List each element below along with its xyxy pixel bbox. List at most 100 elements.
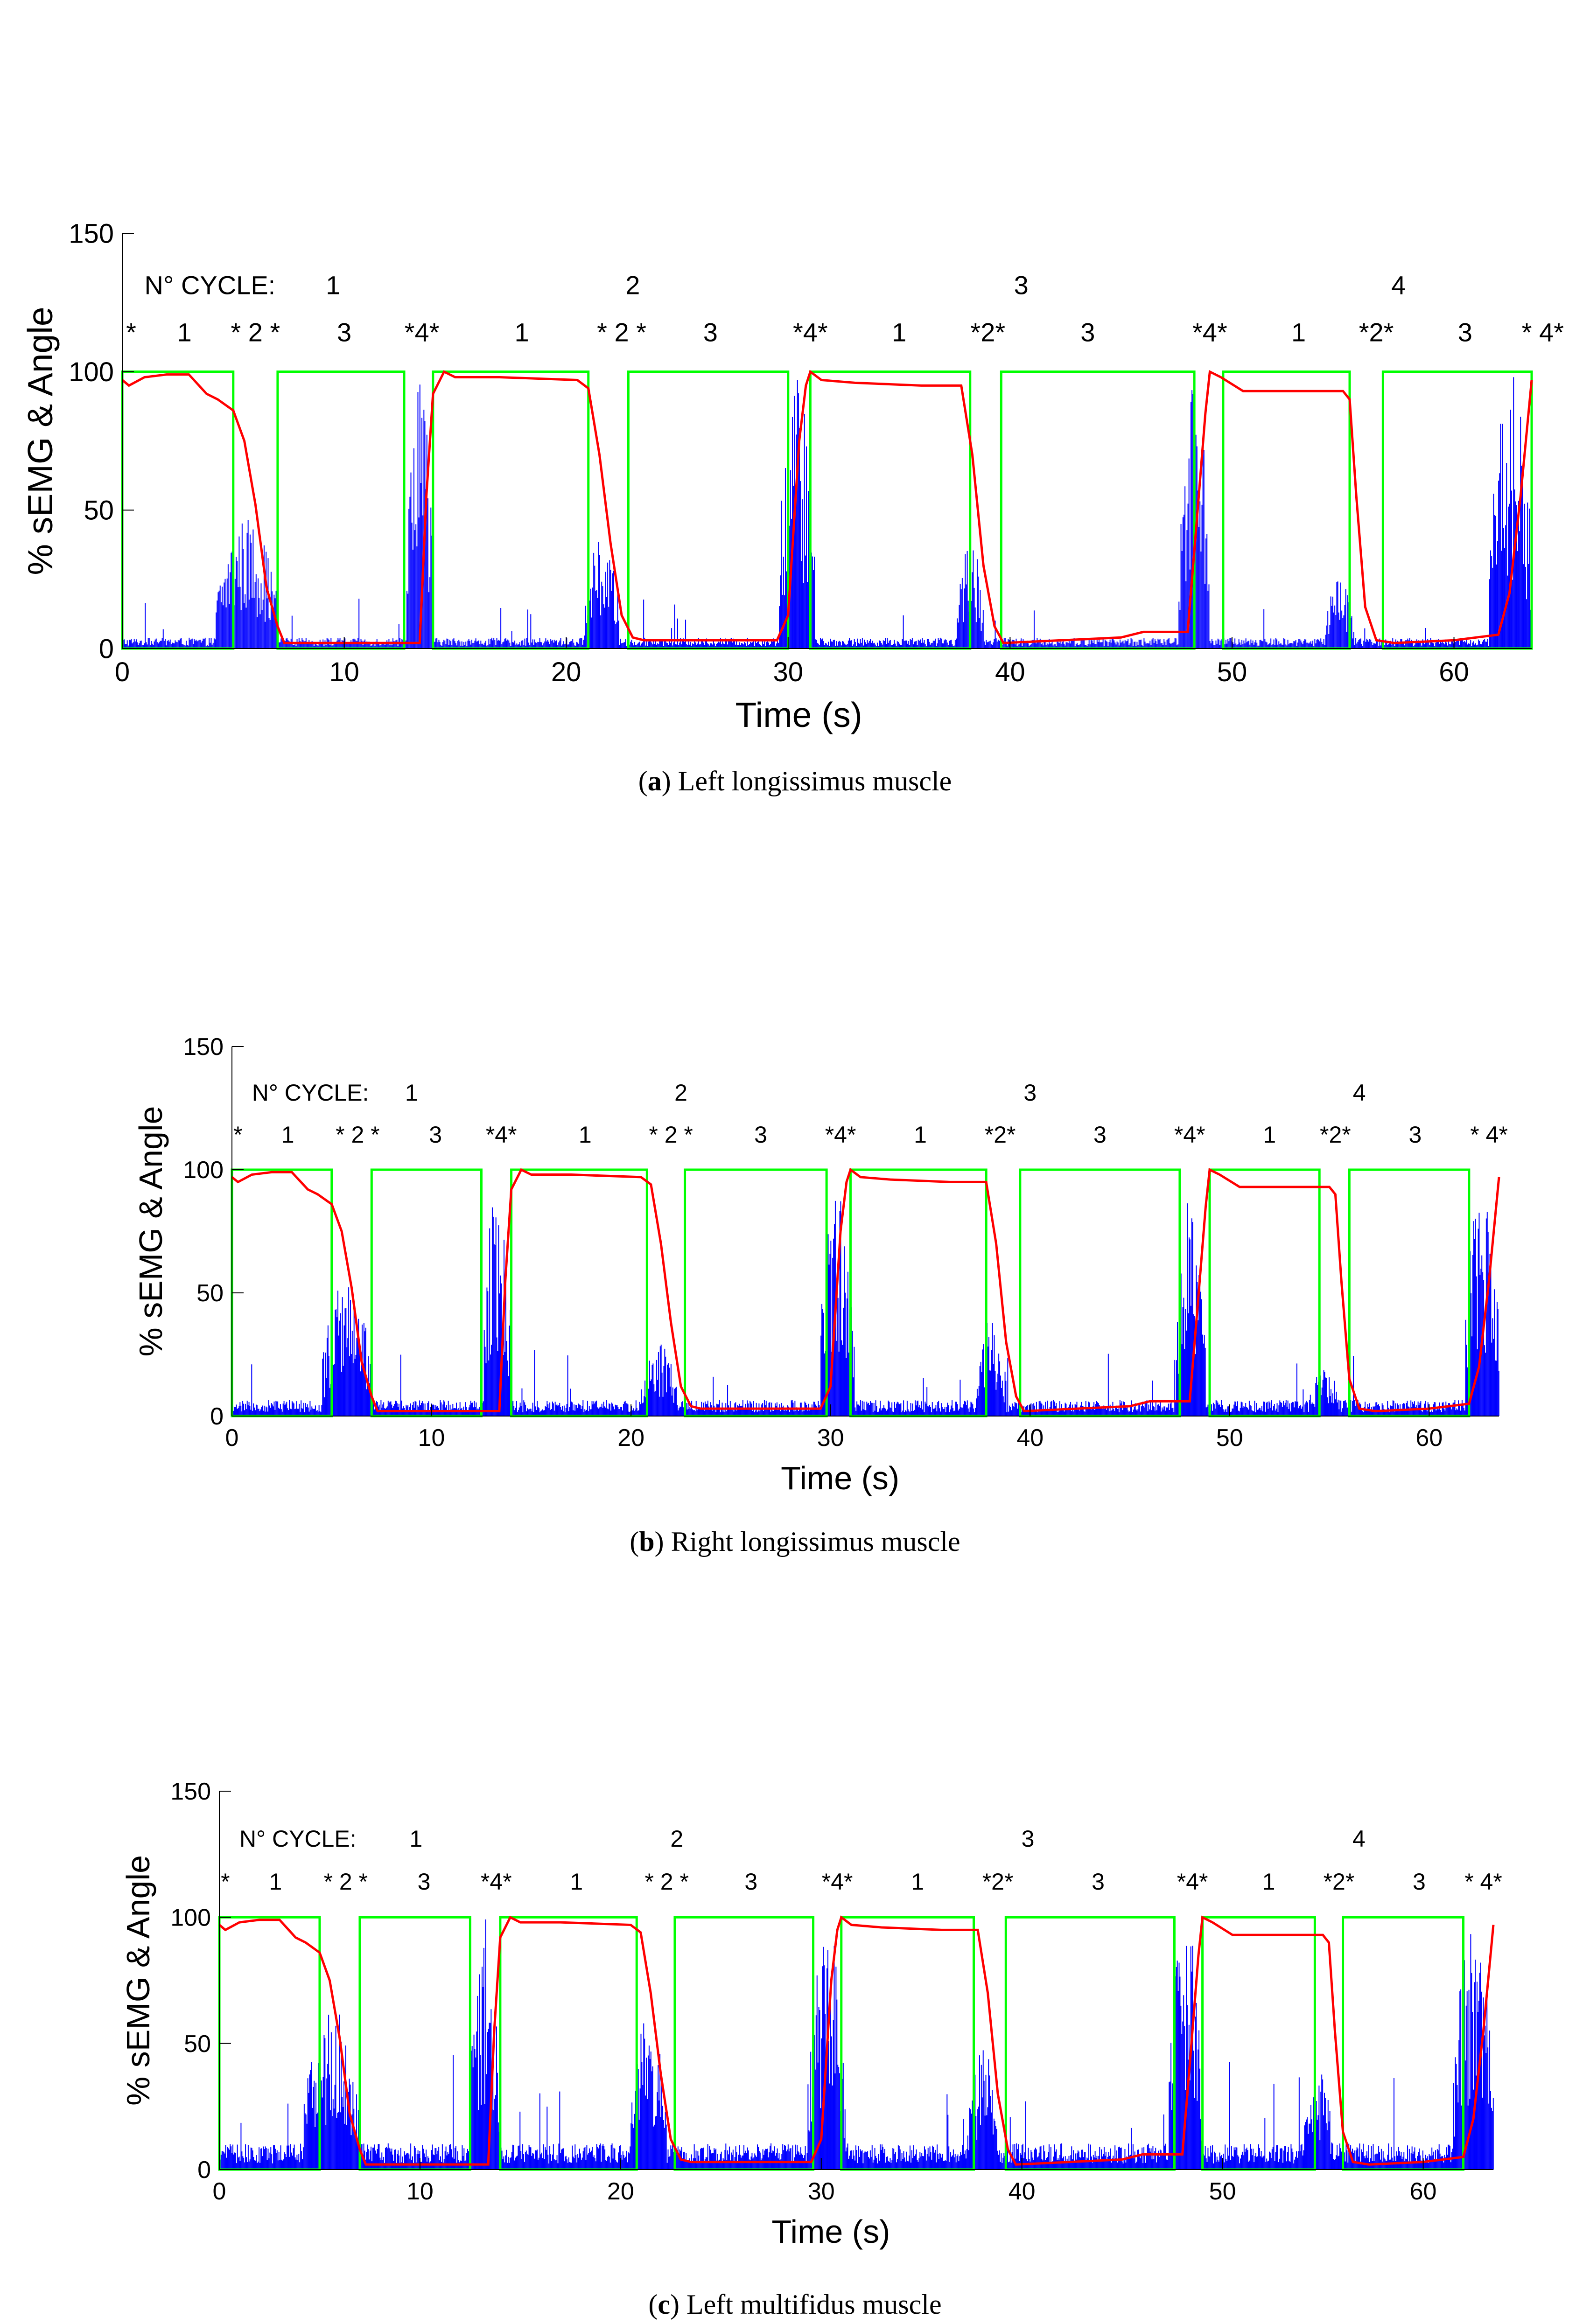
angle-line bbox=[121, 370, 1533, 644]
phase-label: *4* bbox=[1174, 1122, 1205, 1148]
x-axis-label: Time (s) bbox=[781, 1460, 899, 1496]
phase-window-6 bbox=[1019, 1168, 1181, 1417]
y-axis-label: % sEMG & Angle bbox=[21, 307, 60, 575]
phase-label: *4* bbox=[793, 317, 828, 347]
caption-tag-b: b bbox=[639, 1526, 655, 1557]
x-axis-label: Time (s) bbox=[771, 2213, 890, 2250]
phase-window-5 bbox=[849, 1168, 988, 1417]
x-tick-label: 20 bbox=[551, 657, 581, 687]
phase-window-4 bbox=[627, 370, 790, 650]
x-tick-label: 10 bbox=[329, 657, 359, 687]
phase-window-4 bbox=[673, 1916, 815, 2171]
caption-text-a: Left longissimus muscle bbox=[678, 766, 952, 796]
phase-label: * 2 * bbox=[597, 317, 646, 347]
angle-line bbox=[218, 1915, 1495, 2166]
x-tick-label: 40 bbox=[995, 657, 1025, 687]
x-tick-label: 0 bbox=[213, 2178, 226, 2205]
phase-label: * 2 * bbox=[336, 1122, 380, 1148]
y-tick-label: 150 bbox=[183, 1033, 224, 1061]
x-tick-label: 30 bbox=[773, 657, 804, 687]
phase-label: 3 bbox=[1080, 317, 1095, 347]
x-tick-label: 60 bbox=[1410, 2178, 1437, 2205]
semg-series bbox=[219, 1919, 1494, 2170]
phase-label: *4* bbox=[1192, 317, 1227, 347]
phase-label: 3 bbox=[337, 317, 351, 347]
cycle-number-4: 4 bbox=[1391, 271, 1406, 300]
phase-label: * 2 * bbox=[324, 1869, 368, 1895]
cycle-number-2: 2 bbox=[674, 1080, 687, 1106]
cycle-number-4: 4 bbox=[1352, 1826, 1366, 1852]
phase-label: * 2 * bbox=[644, 1869, 689, 1895]
phase-window-7 bbox=[1208, 1168, 1321, 1417]
caption-b: (b) Right longissimus muscle bbox=[630, 1526, 960, 1557]
phase-label: 3 bbox=[429, 1122, 442, 1148]
chart-c: 0 10 20 30 40 50 60 0 50 100 150 Time (s) % sEMG & A… bbox=[120, 1778, 1502, 2250]
semg-series bbox=[231, 1200, 1499, 1416]
phase-label: 3 bbox=[1409, 1122, 1422, 1148]
phase-window-8 bbox=[1342, 1916, 1465, 2171]
x-tick-label: 0 bbox=[225, 1424, 239, 1452]
caption-tag-c: c bbox=[658, 2289, 671, 2320]
phase-label: 3 bbox=[1092, 1869, 1105, 1895]
cycle-header-label: N° CYCLE: bbox=[145, 271, 276, 300]
phase-label: 3 bbox=[418, 1869, 431, 1895]
phase-label: 1 bbox=[281, 1122, 294, 1148]
cycle-number-1: 1 bbox=[326, 271, 340, 300]
x-tick-label: 30 bbox=[817, 1424, 844, 1452]
x-tick-label: 60 bbox=[1439, 657, 1469, 687]
y-tick-label: 100 bbox=[69, 357, 114, 387]
phase-label: 1 bbox=[579, 1122, 592, 1148]
x-tick-label: 60 bbox=[1415, 1424, 1443, 1452]
phase-label: 1 bbox=[1291, 317, 1306, 347]
cycle-number-2: 2 bbox=[670, 1826, 683, 1852]
phase-label: *4* bbox=[481, 1869, 512, 1895]
phase-label: *2* bbox=[1324, 1869, 1355, 1895]
chart-b: 0 10 20 30 40 50 60 0 50 100 150 Time (s) % sEMG & A… bbox=[133, 1033, 1508, 1496]
y-tick-label: 50 bbox=[196, 1280, 224, 1307]
phase-window-6 bbox=[1004, 1916, 1176, 2171]
caption-a: (a) Left longissimus muscle bbox=[638, 766, 952, 796]
cycle-number-3: 3 bbox=[1014, 271, 1029, 300]
phase-label: * 4* bbox=[1464, 1869, 1502, 1895]
x-tick-label: 0 bbox=[115, 657, 130, 687]
phase-label: * 4* bbox=[1470, 1122, 1508, 1148]
phase-label: *2* bbox=[1320, 1122, 1351, 1148]
x-axis-label: Time (s) bbox=[735, 695, 862, 734]
phase-label: *2* bbox=[985, 1122, 1016, 1148]
phase-window-3 bbox=[499, 1916, 638, 2171]
caption-text-c: Left multifidus muscle bbox=[686, 2289, 942, 2320]
x-tick-label: 20 bbox=[607, 2178, 634, 2205]
phase-label: *4* bbox=[1177, 1869, 1208, 1895]
phase-label: 1 bbox=[911, 1869, 924, 1895]
phase-window-8 bbox=[1348, 1168, 1471, 1417]
caption-c: (c) Left multifidus muscle bbox=[648, 2289, 942, 2320]
phase-window-4 bbox=[684, 1168, 828, 1417]
phase-label: *4* bbox=[405, 317, 440, 347]
phase-label: 3 bbox=[1093, 1122, 1107, 1148]
phase-window-3 bbox=[510, 1168, 648, 1417]
phase-label: 1 bbox=[269, 1869, 282, 1895]
phase-label: *2* bbox=[1359, 317, 1394, 347]
y-tick-label: 0 bbox=[99, 634, 114, 664]
cycle-number-4: 4 bbox=[1353, 1080, 1366, 1106]
x-tick-label: 40 bbox=[1016, 1424, 1044, 1452]
phase-label: * 4* bbox=[1522, 317, 1564, 347]
phase-label: 1 bbox=[1262, 1869, 1275, 1895]
phase-label: 3 bbox=[1413, 1869, 1426, 1895]
phase-label: *2* bbox=[982, 1869, 1014, 1895]
angle-line bbox=[231, 1167, 1500, 1413]
x-tick-label: 20 bbox=[617, 1424, 644, 1452]
phase-window-3 bbox=[432, 370, 590, 650]
y-axis-label: % sEMG & Angle bbox=[120, 1855, 156, 2106]
x-tick-label: 40 bbox=[1009, 2178, 1036, 2205]
phase-label: 1 bbox=[892, 317, 906, 347]
phase-window-7 bbox=[1201, 1916, 1316, 2171]
phase-label: * 2 * bbox=[649, 1122, 693, 1148]
phase-label: * bbox=[126, 317, 136, 347]
x-tick-label: 10 bbox=[406, 2178, 434, 2205]
x-tick-label: 50 bbox=[1216, 1424, 1243, 1452]
cycle-number-1: 1 bbox=[409, 1826, 422, 1852]
phase-label: *4* bbox=[825, 1122, 856, 1148]
caption-tag-a: a bbox=[647, 766, 662, 796]
